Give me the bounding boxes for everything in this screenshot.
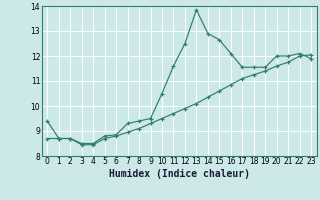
X-axis label: Humidex (Indice chaleur): Humidex (Indice chaleur) xyxy=(109,169,250,179)
